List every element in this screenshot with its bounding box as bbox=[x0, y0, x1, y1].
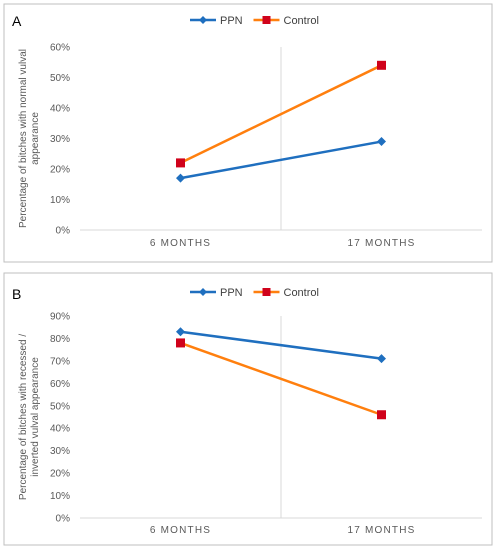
chart-panel-a: A 0% 10% 20% 30% 40% 50% 60% 6 MONTHS 17 MONTHS P… bbox=[3, 3, 493, 263]
control-data-point bbox=[176, 338, 185, 348]
y-tick-label: 90% bbox=[50, 312, 70, 323]
y-axis-label: Percentage of bitches with normal vulval… bbox=[18, 49, 41, 228]
y-tick-label: 20% bbox=[50, 469, 70, 480]
y-tick-label: 50% bbox=[50, 401, 70, 412]
y-axis-label-line: inverted vulval appearance bbox=[30, 357, 41, 477]
panel-a-border bbox=[3, 3, 493, 263]
ppn-data-point bbox=[377, 354, 386, 364]
panel-b-border bbox=[3, 272, 493, 546]
y-axis-label: Percentage of bitches with recessed /inv… bbox=[18, 334, 41, 500]
y-tick-label: 70% bbox=[50, 356, 70, 367]
x-category-label: 6 MONTHS bbox=[150, 238, 211, 249]
y-tick-label: 30% bbox=[50, 446, 70, 457]
legend-label: Control bbox=[284, 287, 319, 299]
y-tick-label: 40% bbox=[50, 424, 70, 435]
y-tick-label: 20% bbox=[50, 165, 70, 176]
x-category-label: 17 MONTHS bbox=[347, 525, 415, 536]
y-tick-label: 80% bbox=[50, 334, 70, 345]
ppn-data-point bbox=[176, 173, 185, 183]
series-line-control bbox=[180, 341, 382, 416]
legend-label: PPN bbox=[220, 287, 243, 299]
y-tick-label: 10% bbox=[50, 195, 70, 206]
chart-panel-b: B 0% 10% 20% 30% 40% 50% 60% 70% 80% 90% 6 MONTHS 1… bbox=[3, 272, 493, 546]
control-data-point bbox=[377, 410, 386, 420]
legend-marker-control bbox=[262, 288, 271, 296]
series-line-ppn bbox=[180, 330, 382, 360]
legend-marker-ppn bbox=[199, 16, 207, 24]
legend-marker-control bbox=[262, 16, 271, 24]
y-tick-label: 50% bbox=[50, 73, 70, 84]
ppn-data-point bbox=[176, 327, 185, 337]
series-line-ppn bbox=[180, 140, 382, 180]
y-tick-label: 10% bbox=[50, 491, 70, 502]
y-tick-label: 60% bbox=[50, 379, 70, 390]
x-category-label: 17 MONTHS bbox=[347, 238, 415, 249]
panel-b-letter: B bbox=[12, 286, 21, 302]
x-category-label: 6 MONTHS bbox=[150, 525, 211, 536]
series-line-control bbox=[179, 64, 383, 165]
legend: PPN Control bbox=[190, 15, 319, 27]
ppn-data-point bbox=[377, 137, 386, 147]
y-tick-label: 0% bbox=[56, 226, 71, 237]
y-tick-label: 60% bbox=[50, 43, 70, 54]
legend: PPN Control bbox=[190, 287, 319, 299]
control-data-point bbox=[176, 158, 185, 168]
legend-marker-ppn bbox=[199, 288, 207, 296]
y-axis-label-line: Percentage of bitches with normal vulval bbox=[18, 49, 29, 228]
y-tick-label: 30% bbox=[50, 134, 70, 145]
y-tick-label: 40% bbox=[50, 104, 70, 115]
y-axis-label-line: Percentage of bitches with recessed / bbox=[18, 334, 29, 500]
control-data-point bbox=[377, 60, 386, 70]
legend-label: Control bbox=[284, 15, 319, 27]
y-tick-label: 0% bbox=[56, 514, 71, 525]
y-axis-label-line: appearance bbox=[30, 112, 41, 165]
panel-a-letter: A bbox=[12, 13, 22, 29]
legend-label: PPN bbox=[220, 15, 243, 27]
